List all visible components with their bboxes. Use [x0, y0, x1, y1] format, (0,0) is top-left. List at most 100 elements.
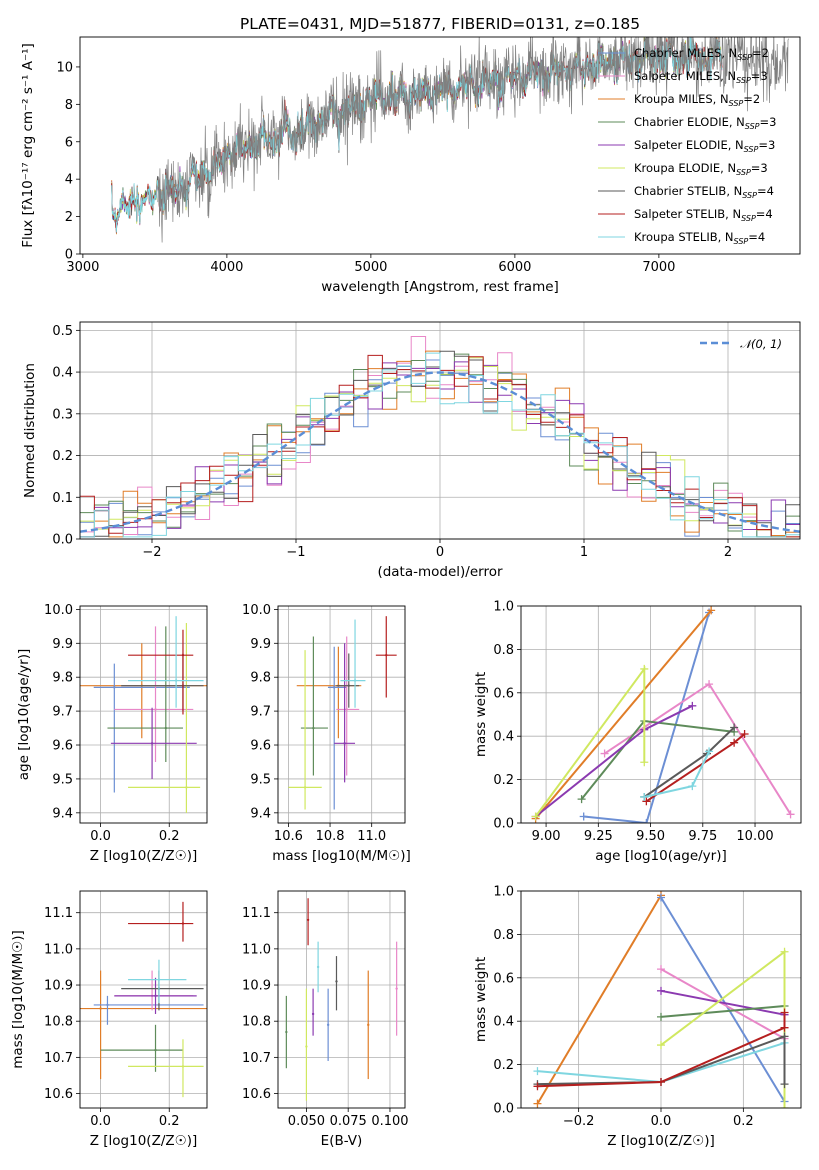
x-axis-label: E(B-V) [321, 1133, 363, 1149]
series-salpeter-miles [600, 680, 795, 819]
legend-sub: SSP [734, 237, 749, 246]
plot-area [80, 901, 207, 1098]
series-marker [657, 1012, 665, 1021]
errorbar-kroupa-stelib [128, 616, 204, 708]
data-point [345, 708, 348, 711]
errorbar-salpeter-stelib [128, 629, 194, 715]
series-salpeter-stelib [642, 730, 749, 806]
series-marker [579, 812, 588, 821]
legend-text: Salpeter MILES, N [634, 69, 736, 83]
series-salpeter-miles [657, 965, 789, 1043]
series-marker [688, 782, 697, 791]
panel-residual_hist: −2 −1 0 1 2 0.0 0.1 0.2 0.3 0.4 0.5 (data-model)/er… [22, 321, 801, 580]
errorbar-salpeter-elodie [334, 643, 356, 783]
y-tick-label: 11.0 [44, 942, 73, 957]
x-tick-label: 9.25 [584, 829, 613, 844]
x-tick-label: −2 [142, 545, 161, 560]
x-tick-label: 0.2 [159, 1114, 180, 1129]
errorbar-kroupa-stelib [316, 941, 320, 993]
series-line [537, 1034, 786, 1086]
x-tick-label: 11.0 [357, 829, 386, 844]
x-tick-label: 0.0 [90, 1114, 111, 1129]
y-tick-label: 2 [65, 210, 73, 225]
legend-suffix: =4 [748, 230, 765, 244]
axes-frame [79, 36, 801, 255]
y-tick-label: 0.4 [493, 730, 514, 745]
y-tick-label: 9.8 [250, 671, 271, 686]
y-tick-label: 0.3 [52, 407, 73, 422]
y-tick-label: 0.2 [493, 1058, 514, 1073]
y-tick-label: 9.5 [250, 772, 271, 787]
legend-text: Kroupa STELIB, N [634, 230, 734, 244]
errorbar-chabrier-miles [326, 988, 330, 1061]
series-marker [577, 795, 586, 804]
data-point [285, 1030, 288, 1034]
legend-suffix: =2 [743, 92, 760, 106]
x-tick-label: 4000 [210, 260, 243, 275]
y-tick-label: 1.0 [493, 885, 514, 900]
series-chabrier-miles [579, 608, 714, 823]
y-tick-label: 10.6 [44, 1087, 73, 1102]
errorbar-chabrier-stelib [335, 956, 338, 1011]
y-tick-label: 0.8 [493, 928, 514, 943]
panel-mass_vs_ebv: 0.050 0.075 0.100 10.6 10.7 10.8 10.9 11.0 11.1 E… [242, 890, 409, 1149]
y-tick-label: 9.7 [52, 705, 73, 720]
series-marker [730, 723, 739, 732]
series-kroupa-miles [533, 891, 665, 1108]
y-tick-label: 10.0 [242, 603, 271, 618]
data-point [154, 708, 157, 711]
legend-entry-chabrier-miles: Chabrier MILES, NSSP=2 [634, 46, 769, 62]
errorbar-kroupa-elodie [128, 622, 201, 813]
series-marker [780, 1080, 789, 1089]
y-tick-label: 11.1 [242, 906, 271, 921]
errorbar-chabrier-stelib [121, 653, 204, 712]
legend-sub: SSP [745, 122, 760, 131]
errorbar-kroupa-elodie [128, 1039, 204, 1098]
errorbar-chabrier-elodie [100, 1024, 183, 1072]
series-marker [640, 792, 649, 801]
data-point [150, 742, 154, 745]
series-chabrier-elodie [577, 717, 739, 804]
axes-frame [277, 605, 406, 824]
errorbar-chabrier-elodie [107, 626, 183, 762]
data-point [326, 1023, 330, 1027]
series-line [534, 609, 712, 820]
x-tick-label: 0.0 [651, 1114, 672, 1129]
y-axis-label: Normed distribution [22, 363, 38, 498]
x-tick-label: 0.2 [733, 1114, 754, 1129]
legend-entry-chabrier-elodie: Chabrier ELODIE, NSSP=3 [634, 115, 776, 131]
legend-text: Salpeter ELODIE, N [634, 138, 744, 152]
series-marker [740, 730, 749, 739]
series-line [660, 989, 785, 1016]
legend-text: Chabrier MILES, N [634, 46, 737, 60]
series-chabrier-stelib [640, 723, 739, 801]
y-tick-label: 0.5 [52, 324, 73, 339]
plot-area [531, 606, 795, 823]
series-marker [730, 738, 739, 747]
x-axis-label: wavelength [Angstrom, rest frame] [321, 279, 559, 295]
x-tick-label: 9.75 [688, 829, 717, 844]
y-tick-label: 10.8 [44, 1015, 73, 1030]
panel-age_vs_mass: 10.6 10.8 11.0 9.4 9.5 9.6 9.7 9.8 9.9 10.0 mass [… [242, 603, 411, 864]
errorbar-salpeter-miles [114, 626, 194, 762]
x-tick-label: −1 [286, 545, 305, 560]
data-point [347, 684, 350, 687]
legend-sub: SSP [736, 76, 751, 85]
legend-text: Chabrier ELODIE, N [634, 115, 745, 129]
legend-text: Kroupa MILES, N [634, 92, 729, 106]
observed-spectrum [157, 37, 789, 243]
series-marker [780, 1023, 789, 1032]
legend-sub: SSP [729, 99, 744, 108]
series-salpeter-elodie [657, 986, 789, 1019]
normal-curve [80, 371, 800, 533]
y-tick-label: 10.7 [242, 1051, 271, 1066]
legend-entry-kroupa-miles: Kroupa MILES, NSSP=2 [634, 92, 760, 108]
x-tick-label: 0.075 [330, 1114, 367, 1129]
plot-area [80, 616, 207, 813]
x-axis-label: Z [log10(Z/Z☉)] [90, 1133, 198, 1149]
legend-entry-kroupa-elodie: Kroupa ELODIE, NSSP=3 [634, 161, 768, 177]
plot-area [111, 37, 789, 243]
data-point [343, 742, 346, 745]
y-tick-label: 0.0 [493, 1102, 514, 1117]
legend-suffix: =3 [760, 115, 777, 129]
